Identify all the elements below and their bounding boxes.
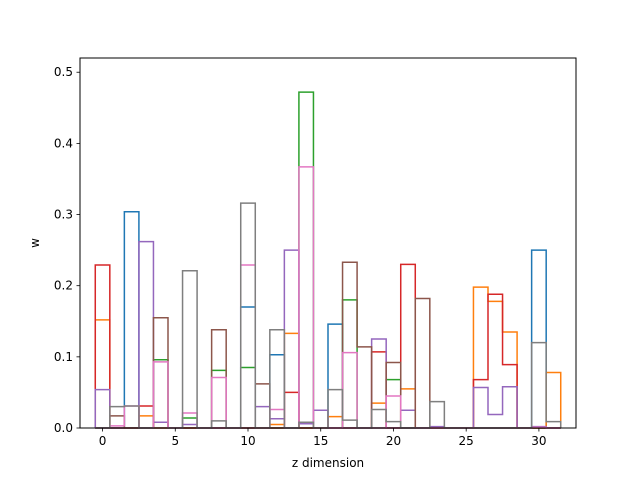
plot-frame xyxy=(79,57,577,429)
x-tick-label: 25 xyxy=(459,434,474,448)
y-tick-label: 0.4 xyxy=(54,136,73,150)
series-layer xyxy=(94,91,562,429)
x-tick-label: 0 xyxy=(99,434,107,448)
series-8-line xyxy=(95,202,562,429)
y-tick-label: 0.1 xyxy=(54,350,73,364)
x-axis-ticks: 0 5 10 15 20 25 30 xyxy=(99,428,547,448)
x-tick-label: 30 xyxy=(531,434,546,448)
x-tick-label: 5 xyxy=(171,434,179,448)
x-axis-label: z dimension xyxy=(292,456,364,470)
x-tick-label: 20 xyxy=(386,434,401,448)
y-tick-label: 0.2 xyxy=(54,279,73,293)
y-axis-ticks: 0.0 0.1 0.2 0.3 0.4 0.5 xyxy=(54,65,80,435)
y-tick-label: 0.0 xyxy=(54,421,73,435)
y-axis-label: w xyxy=(28,238,42,248)
y-tick-label: 0.3 xyxy=(54,208,73,222)
x-tick-label: 10 xyxy=(240,434,255,448)
y-tick-label: 0.5 xyxy=(54,65,73,79)
x-tick-label: 15 xyxy=(313,434,328,448)
